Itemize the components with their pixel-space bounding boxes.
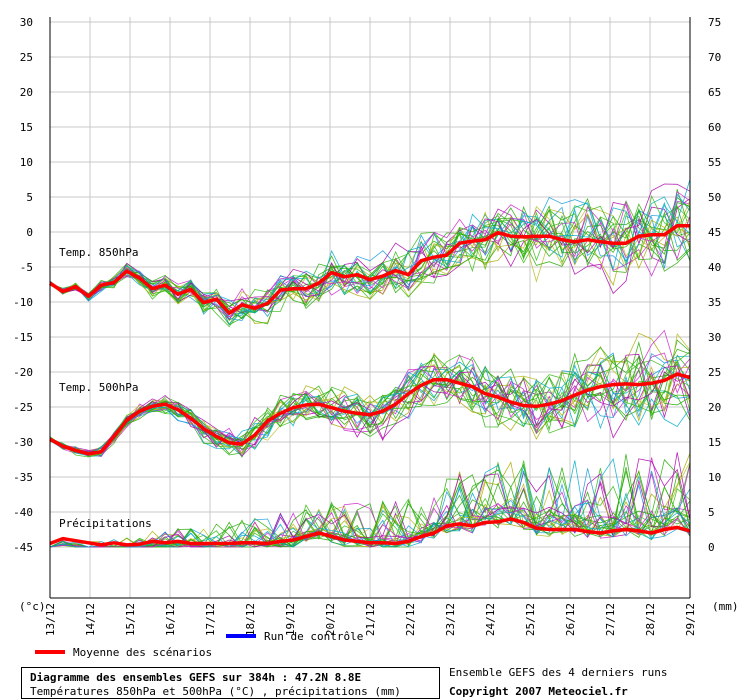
left-tick-label: -15 [13,331,33,344]
x-tick-label: 14/12 [84,603,97,636]
legend-control-label: Run de contrôle [264,630,363,643]
left-tick-label: -40 [13,506,33,519]
right-tick-label: 40 [708,261,721,274]
right-tick-label: 75 [708,16,721,29]
chart-subtitle: Températures 850hPa et 500hPa (°C) , pré… [30,685,401,698]
ensemble-member-line [49,492,691,548]
ensemble-member-line [49,365,691,453]
left-tick-label: 15 [20,121,33,134]
ensemble-member-line [49,200,691,328]
ensemble-member-line [49,198,691,314]
x-tick-label: 13/12 [44,603,57,636]
mean-line-precip [49,517,691,547]
right-tick-label: 15 [708,436,721,449]
chart-title: Diagramme des ensembles GEFS sur 384h : … [30,671,361,684]
ensemble-member-line [49,207,691,313]
x-tick-label: 26/12 [564,603,577,636]
right-axis-unit: (mm) [712,600,739,613]
title-box [21,667,440,699]
right-tick-label: 45 [708,226,721,239]
x-tick-label: 24/12 [484,603,497,636]
x-tick-label: 21/12 [364,603,377,636]
right-tick-label: 5 [708,506,715,519]
x-tick-label: 15/12 [124,603,137,636]
chart-grid [49,17,691,598]
left-tick-label: 5 [26,191,33,204]
mean-line-t850 [49,223,690,315]
x-tick-label: 19/12 [284,603,297,636]
left-tick-label: 10 [20,156,33,169]
ensemble-member-line [49,352,691,454]
ensemble-member-line [49,332,691,457]
left-tick-label: 0 [26,226,33,239]
x-tick-label: 28/12 [644,603,657,636]
left-tick-label: 20 [20,86,33,99]
plot-frame [49,17,691,599]
right-tick-label: 65 [708,86,721,99]
x-tick-label: 22/12 [404,603,417,636]
ensemble-member-line [49,364,691,454]
left-tick-label: -45 [13,541,33,554]
x-tick-label: 17/12 [204,603,217,636]
ensemble-member-line [49,208,691,314]
right-tick-label: 50 [708,191,721,204]
left-tick-label: -5 [20,261,33,274]
left-tick-label: -30 [13,436,33,449]
right-tick-label: 35 [708,296,721,309]
left-tick-label: 25 [20,51,33,64]
legend-mean-label: Moyenne des scénarios [73,646,212,659]
x-tick-label: 18/12 [244,603,257,636]
left-tick-label: -20 [13,366,33,379]
left-tick-label: -25 [13,401,33,414]
left-axis-ticks: 30 25 20 15 10 5 0 -5 -10 -15 -20 -25 -30 -35 -40 -45 [13,16,33,554]
label-t850: Temp. 850hPa [59,246,138,259]
left-tick-label: -35 [13,471,33,484]
label-t500: Temp. 500hPa [59,381,138,394]
right-tick-label: 55 [708,156,721,169]
right-tick-label: 70 [708,51,721,64]
x-tick-label: 25/12 [524,603,537,636]
left-tick-label: -10 [13,296,33,309]
right-tick-label: 60 [708,121,721,134]
left-axis-unit: (°c) [19,600,46,613]
ensemble-member-line [49,352,691,457]
x-tick-label: 20/12 [324,603,337,636]
x-tick-label: 27/12 [604,603,617,636]
right-tick-label: 10 [708,471,721,484]
mean-lines [49,223,691,547]
x-tick-label: 23/12 [444,603,457,636]
x-axis-ticks: 13/12 14/12 15/12 16/12 17/12 18/12 19/12 20/12… [44,603,697,636]
x-tick-label: 16/12 [164,603,177,636]
mean-line-t500 [49,372,691,456]
copyright: Copyright 2007 Meteociel.fr [449,685,628,698]
ensemble-member-line [49,460,691,548]
ensemble-member-line [49,473,691,548]
ensemble-note: Ensemble GEFS des 4 derniers runs [449,666,668,679]
ensemble-member-line [49,183,691,302]
right-tick-label: 20 [708,401,721,414]
right-tick-label: 30 [708,331,721,344]
left-tick-label: 30 [20,16,33,29]
label-precip: Précipitations [59,517,152,530]
ensemble-member-line [49,194,691,313]
right-tick-label: 25 [708,366,721,379]
ensemble-member-line [49,351,691,453]
x-tick-label: 29/12 [684,603,697,636]
right-tick-label: 0 [708,541,715,554]
